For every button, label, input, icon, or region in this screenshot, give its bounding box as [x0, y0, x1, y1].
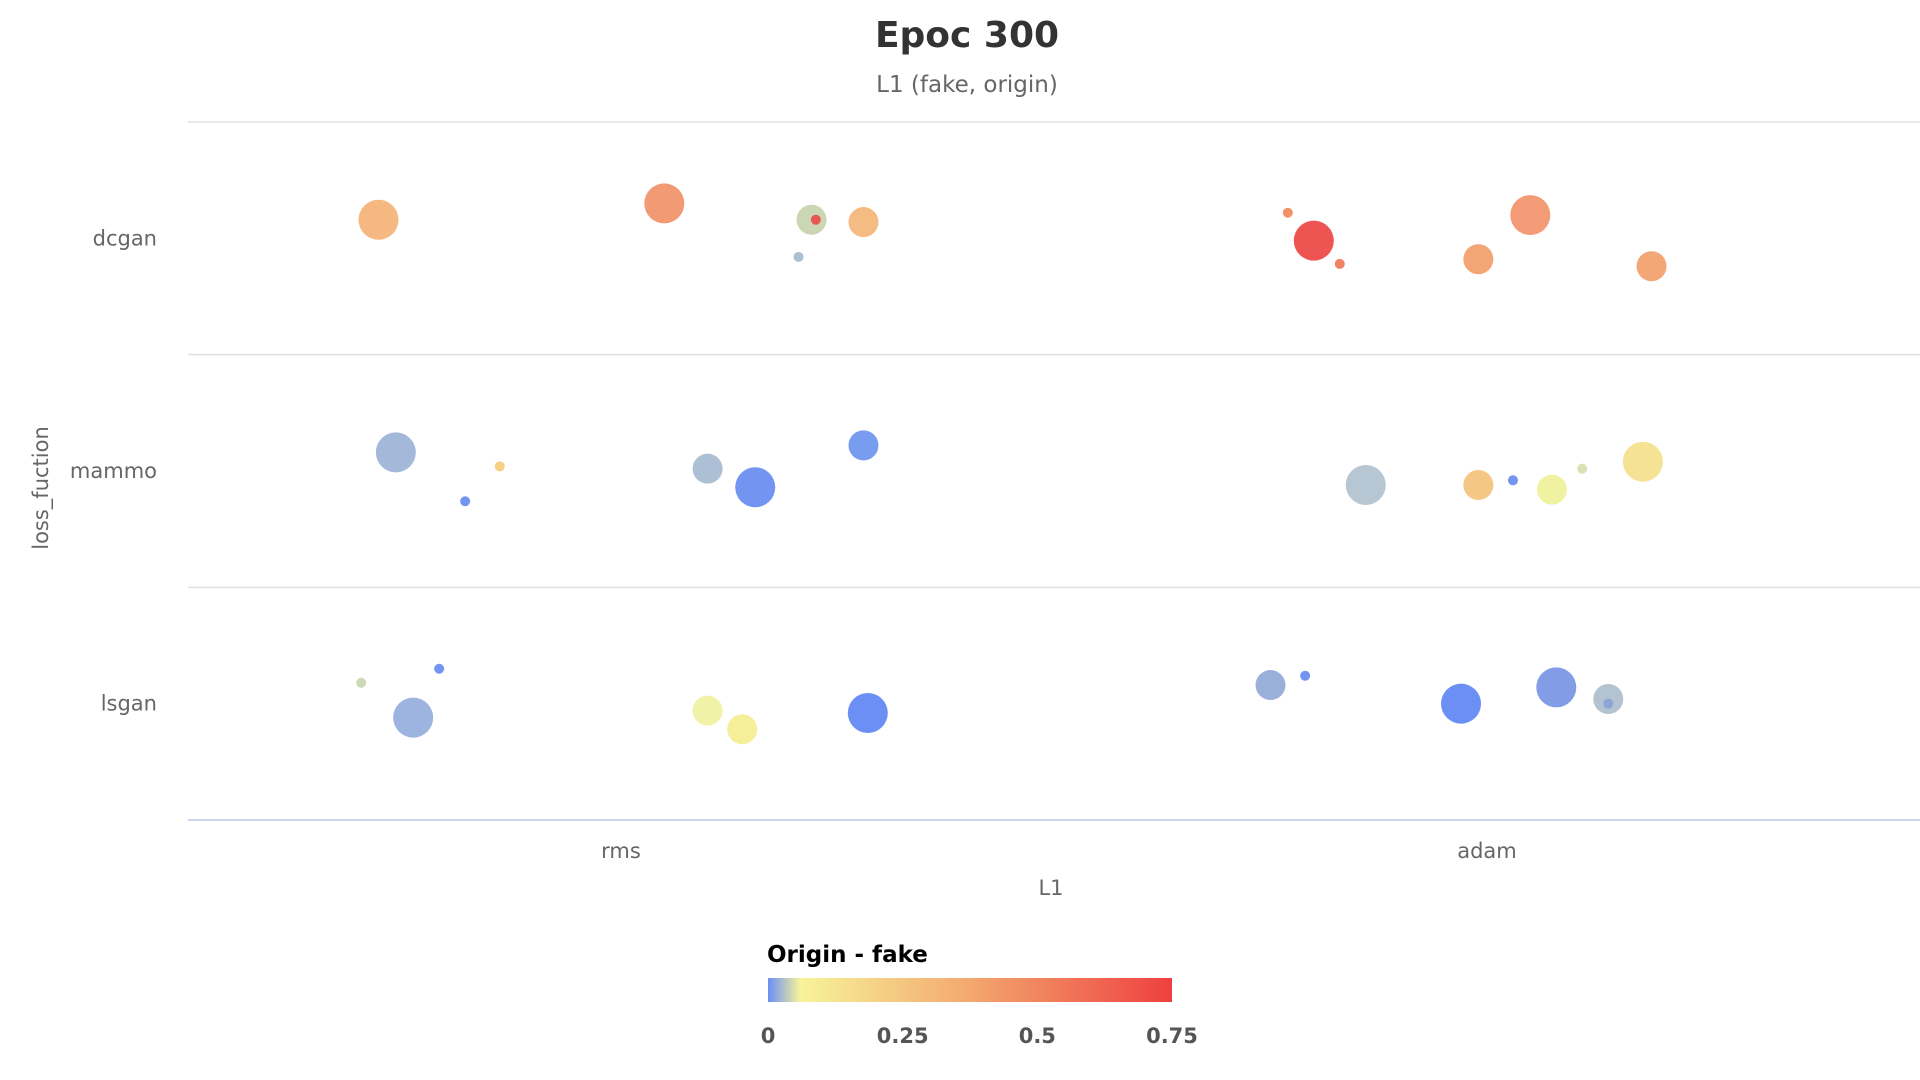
legend-tick-label: 0.5	[1019, 1024, 1056, 1048]
scatter-point[interactable]	[1636, 251, 1667, 282]
scatter-point[interactable]	[848, 430, 879, 461]
x-category-label: adam	[1457, 839, 1517, 863]
x-category-label: rms	[601, 839, 641, 863]
scatter-point[interactable]	[848, 207, 879, 238]
y-category-label: mammo	[70, 459, 157, 483]
scatter-point[interactable]	[1510, 195, 1551, 236]
x-axis-title: L1	[1038, 876, 1063, 900]
legend-tick-label: 0	[761, 1024, 776, 1048]
scatter-point[interactable]	[393, 697, 434, 738]
scatter-point[interactable]	[356, 677, 367, 688]
grid-lines	[188, 121, 1920, 821]
y-category-label: dcgan	[93, 226, 157, 250]
legend-tick-label: 0.25	[877, 1024, 929, 1048]
scatter-point[interactable]	[692, 695, 723, 726]
y-category-label: lsgan	[101, 692, 157, 716]
scatter-point[interactable]	[692, 453, 723, 484]
scatter-point[interactable]	[1441, 683, 1482, 724]
scatter-point[interactable]	[434, 663, 445, 674]
scatter-point[interactable]	[793, 251, 804, 262]
y-axis-title: loss_fuction	[29, 426, 54, 550]
scatter-point[interactable]	[1536, 667, 1577, 708]
scatter-point[interactable]	[1463, 244, 1494, 275]
color-legend: Origin - fake 0 0.25 0.5 0.75	[761, 942, 1198, 1048]
color-scale-bar	[768, 978, 1172, 1002]
scatter-point[interactable]	[1345, 464, 1386, 505]
scatter-point[interactable]	[847, 692, 888, 733]
scatter-point[interactable]	[1603, 698, 1614, 709]
scatter-point[interactable]	[1536, 474, 1567, 505]
scatter-point[interactable]	[1255, 670, 1286, 701]
scatter-point[interactable]	[1463, 469, 1494, 500]
x-category-labels: rms adam	[601, 839, 1517, 863]
scatter-point[interactable]	[1622, 441, 1663, 482]
scatter-point[interactable]	[727, 714, 758, 745]
scatter-point[interactable]	[494, 461, 505, 472]
legend-tick-label: 0.75	[1146, 1024, 1198, 1048]
scatter-point[interactable]	[358, 199, 399, 240]
scatter-point[interactable]	[1282, 207, 1293, 218]
chart-title: Epoc 300	[875, 15, 1059, 56]
scatter-point[interactable]	[810, 214, 821, 225]
scatter-point[interactable]	[1293, 220, 1334, 261]
data-points	[356, 183, 1667, 745]
scatter-point[interactable]	[1334, 258, 1345, 269]
scatter-point[interactable]	[735, 467, 776, 508]
scatter-point[interactable]	[1507, 475, 1518, 486]
legend-ticks: 0 0.25 0.5 0.75	[761, 1024, 1198, 1048]
scatter-point[interactable]	[644, 183, 685, 224]
legend-title: Origin - fake	[767, 942, 928, 968]
y-category-labels: dcgan mammo lsgan	[70, 226, 157, 715]
scatter-point[interactable]	[1577, 463, 1588, 474]
scatter-point[interactable]	[1300, 670, 1311, 681]
chart-subtitle: L1 (fake, origin)	[876, 72, 1058, 98]
scatter-point[interactable]	[375, 432, 416, 473]
scatter-point[interactable]	[460, 496, 471, 507]
